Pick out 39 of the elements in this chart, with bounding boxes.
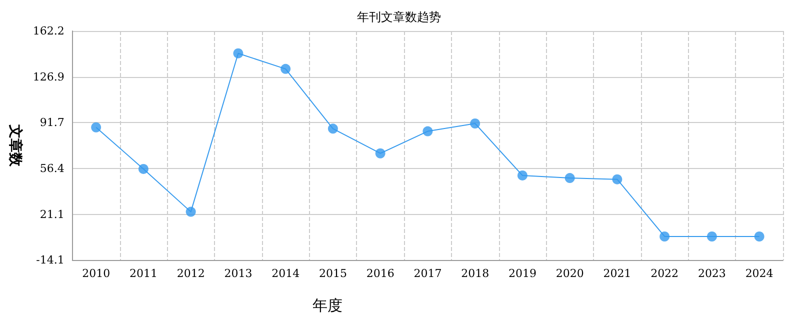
point <box>754 231 764 242</box>
point <box>612 174 622 184</box>
point <box>706 231 717 242</box>
point <box>517 170 528 180</box>
y-tick-label: 56.4 <box>40 162 64 175</box>
x-tick-label: 2016 <box>366 267 394 280</box>
x-axis-title: 年度 <box>312 296 343 314</box>
x-tick-label: 2015 <box>318 267 347 280</box>
x-tick-label: 2017 <box>414 267 442 280</box>
point <box>280 64 291 74</box>
point <box>328 124 338 134</box>
x-tick-label: 2012 <box>176 267 205 280</box>
point <box>138 164 148 174</box>
y-tick-label: 91.7 <box>40 116 64 130</box>
y-tick-label: -14.1 <box>36 254 64 266</box>
x-tick-label: 2014 <box>272 267 300 280</box>
point <box>375 148 386 158</box>
x-tick-label: 2023 <box>698 267 726 280</box>
point <box>186 206 196 217</box>
point <box>422 126 433 136</box>
point <box>660 231 670 242</box>
y-tick-label: 126.9 <box>32 70 64 84</box>
x-tick-label: 2024 <box>745 267 774 280</box>
y-axis-title: 文章数 <box>7 124 24 168</box>
point <box>233 48 244 58</box>
x-tick-label: 2013 <box>224 267 252 280</box>
point <box>470 118 480 128</box>
x-tick-label: 2019 <box>508 267 536 280</box>
chart-title: 年刊文章数趋势 <box>357 10 441 24</box>
x-tick-label: 2021 <box>603 267 632 280</box>
x-tick-label: 2020 <box>556 267 584 280</box>
point <box>91 122 102 132</box>
y-tick-label: 21.1 <box>40 208 64 221</box>
x-tick-label: 2010 <box>82 267 110 280</box>
y-tick-label: 162.2 <box>32 24 64 38</box>
point <box>564 173 575 184</box>
x-tick-label: 2018 <box>461 267 490 280</box>
x-tick-label: 2011 <box>129 267 158 280</box>
x-tick-label: 2022 <box>650 267 679 280</box>
